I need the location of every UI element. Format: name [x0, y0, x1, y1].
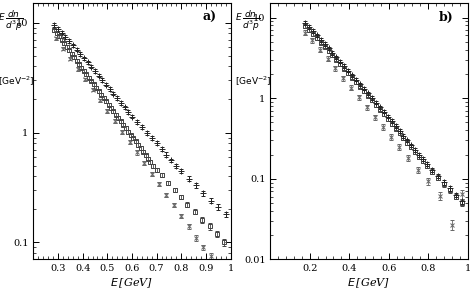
Text: $[\mathrm{GeV}^{-2}]$: $[\mathrm{GeV}^{-2}]$ [0, 75, 35, 88]
Text: a): a) [202, 11, 217, 24]
Text: b): b) [439, 11, 454, 24]
X-axis label: $E\,$[GeV]: $E\,$[GeV] [347, 276, 391, 290]
Text: $E\,\dfrac{dn}{d^3p}$: $E\,\dfrac{dn}{d^3p}$ [235, 8, 260, 33]
Text: $[\mathrm{GeV}^{-2}]$: $[\mathrm{GeV}^{-2}]$ [235, 75, 272, 88]
X-axis label: $E\,$[GeV]: $E\,$[GeV] [110, 276, 154, 290]
Text: $E\,\dfrac{dn}{d^3p}$: $E\,\dfrac{dn}{d^3p}$ [0, 8, 23, 33]
